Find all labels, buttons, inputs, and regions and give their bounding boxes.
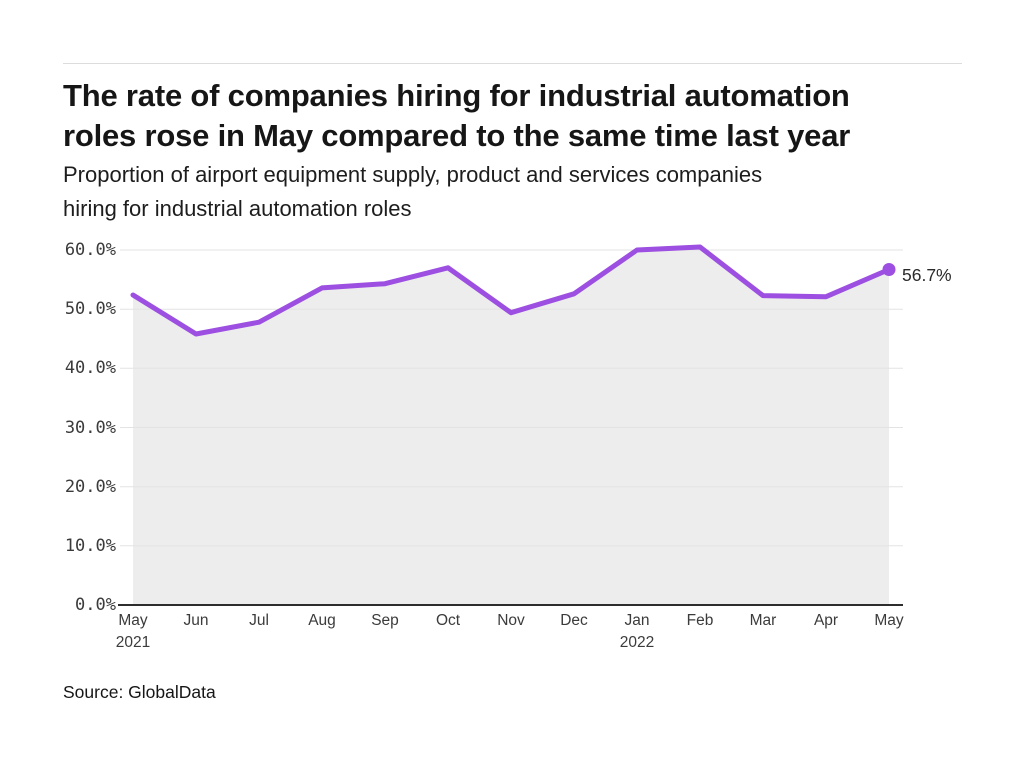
x-tick-label: May xyxy=(118,612,148,629)
x-tick-label: Dec xyxy=(560,612,588,629)
header-divider xyxy=(63,63,962,64)
y-tick-label: 60.0% xyxy=(64,240,116,260)
trend-line xyxy=(130,244,892,337)
y-tick-label: 50.0% xyxy=(64,299,116,320)
y-tick-label: 0.0% xyxy=(75,595,116,615)
source-note: Source: GlobalData xyxy=(63,682,216,702)
y-tick-label: 40.0% xyxy=(64,358,116,379)
y-tick-label: 20.0% xyxy=(64,476,116,497)
chart-title-line-1: The rate of companies hiring for industr… xyxy=(63,78,850,113)
chart-subtitle-line-2: hiring for industrial automation roles xyxy=(63,195,412,221)
x-tick-label: Aug xyxy=(308,612,336,629)
x-tick-label: Sep xyxy=(371,612,399,629)
x-tick-label: May xyxy=(874,612,904,629)
x-year-label: 2022 xyxy=(619,634,655,651)
x-tick-label: Jul xyxy=(249,612,269,629)
chart-title: The rate of companies hiring for industr… xyxy=(63,76,963,156)
x-tick-label: Nov xyxy=(497,612,525,629)
x-tick-label: Apr xyxy=(813,612,839,629)
end-point-dot xyxy=(882,263,896,277)
x-tick-label: Feb xyxy=(686,612,714,629)
y-tick-label: 30.0% xyxy=(64,417,116,438)
chart-title-line-2: roles rose in May compared to the same t… xyxy=(63,118,851,153)
y-tick-label: 10.0% xyxy=(64,535,116,556)
chart-subtitle-line-1: Proportion of airport equipment supply, … xyxy=(63,162,763,187)
x-tick-label: Mar xyxy=(749,612,777,629)
chart-subtitle: Proportion of airport equipment supply, … xyxy=(63,158,963,225)
last-point-data-label: 56.7% xyxy=(902,264,952,285)
x-tick-label: Jan xyxy=(624,612,650,629)
x-tick-label: Oct xyxy=(435,612,461,629)
x-year-label: 2021 xyxy=(115,634,151,651)
x-tick-label: Jun xyxy=(183,612,209,629)
area-fill xyxy=(133,247,889,605)
